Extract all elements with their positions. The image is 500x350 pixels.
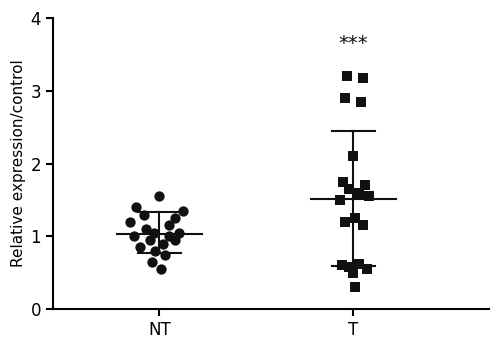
- Point: [174, 230, 182, 236]
- Point: [351, 215, 359, 221]
- Point: [159, 241, 167, 246]
- Point: [349, 154, 357, 159]
- Point: [165, 223, 173, 228]
- Y-axis label: Relative expression/control: Relative expression/control: [11, 60, 26, 267]
- Point: [165, 233, 173, 239]
- Point: [336, 197, 344, 203]
- Point: [344, 74, 351, 79]
- Point: [346, 264, 354, 270]
- Point: [363, 266, 371, 272]
- Point: [148, 259, 156, 265]
- Point: [126, 219, 134, 225]
- Point: [340, 179, 347, 184]
- Point: [136, 244, 144, 250]
- Point: [338, 262, 345, 268]
- Point: [178, 208, 186, 214]
- Point: [152, 248, 160, 254]
- Point: [359, 223, 367, 228]
- Point: [357, 99, 365, 105]
- Point: [364, 194, 372, 199]
- Point: [355, 261, 363, 267]
- Text: ***: ***: [338, 34, 368, 53]
- Point: [132, 204, 140, 210]
- Point: [171, 237, 179, 243]
- Point: [156, 194, 164, 199]
- Point: [351, 285, 359, 290]
- Point: [146, 237, 154, 243]
- Point: [349, 270, 357, 275]
- Point: [355, 190, 363, 196]
- Point: [342, 95, 349, 101]
- Point: [130, 233, 138, 239]
- Point: [140, 212, 148, 217]
- Point: [171, 215, 179, 221]
- Point: [359, 75, 367, 80]
- Point: [158, 266, 166, 272]
- Point: [346, 186, 354, 192]
- Point: [150, 230, 158, 236]
- Point: [142, 226, 150, 232]
- Point: [161, 252, 169, 257]
- Point: [361, 183, 369, 188]
- Point: [342, 219, 349, 225]
